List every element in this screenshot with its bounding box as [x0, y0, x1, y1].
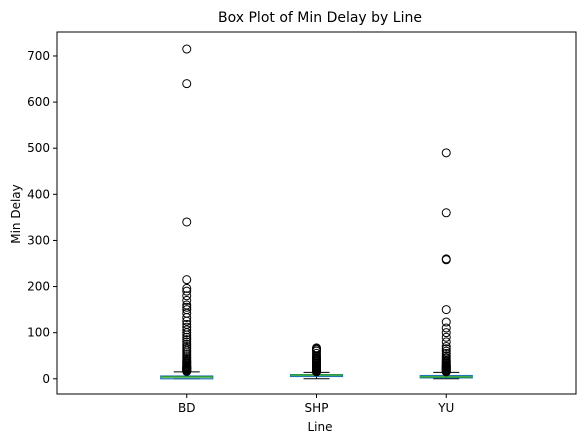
y-tick-label: 100 — [27, 326, 50, 340]
outlier-point — [182, 295, 192, 305]
outlier-point — [182, 337, 192, 347]
outlier-point — [441, 323, 451, 333]
outlier-point — [182, 335, 192, 345]
outlier-point — [441, 332, 451, 342]
outlier-point — [182, 44, 192, 54]
outlier-point — [182, 300, 192, 310]
y-tick-label: 300 — [27, 233, 50, 247]
outlier-point — [182, 319, 192, 329]
plot-frame — [56, 31, 577, 395]
outlier-point — [182, 305, 192, 315]
outlier-point — [182, 79, 192, 89]
outlier-point — [182, 302, 192, 312]
y-tick-label: 700 — [27, 49, 50, 63]
y-tick-label: 0 — [42, 372, 50, 386]
y-tick-label: 500 — [27, 141, 50, 155]
x-tick-label: SHP — [305, 401, 329, 415]
outlier-point — [182, 291, 192, 301]
x-axis-label: Line — [307, 420, 332, 434]
outlier-point — [312, 348, 321, 358]
outlier-point — [182, 283, 192, 293]
y-axis-label: Min Delay — [9, 184, 23, 244]
outlier-point — [182, 217, 192, 227]
x-tick-label: BD — [178, 401, 195, 415]
outlier-point — [441, 351, 451, 361]
y-tick-label: 600 — [27, 95, 50, 109]
x-tick-label: YU — [437, 401, 454, 415]
outlier-point — [182, 332, 192, 342]
outlier-point — [182, 342, 192, 352]
outlier-point — [441, 342, 451, 352]
outlier-point — [441, 305, 451, 315]
outlier-point — [441, 337, 451, 347]
y-tick-label: 200 — [27, 280, 50, 294]
outlier-point — [182, 322, 192, 332]
outlier-point — [441, 346, 451, 356]
outlier-point — [441, 148, 451, 158]
outlier-point — [182, 325, 192, 335]
chart-title: Box Plot of Min Delay by Line — [218, 10, 422, 26]
outlier-point — [441, 254, 451, 264]
outlier-point — [441, 344, 451, 354]
outlier-point — [441, 348, 451, 358]
outlier-point — [182, 275, 192, 285]
outlier-point — [441, 328, 451, 338]
outlier-point — [182, 339, 192, 349]
outlier-point — [441, 317, 451, 327]
outlier-point — [312, 343, 321, 353]
outlier-point — [441, 208, 451, 218]
outlier-point — [182, 286, 192, 296]
y-tick-label: 400 — [27, 187, 50, 201]
